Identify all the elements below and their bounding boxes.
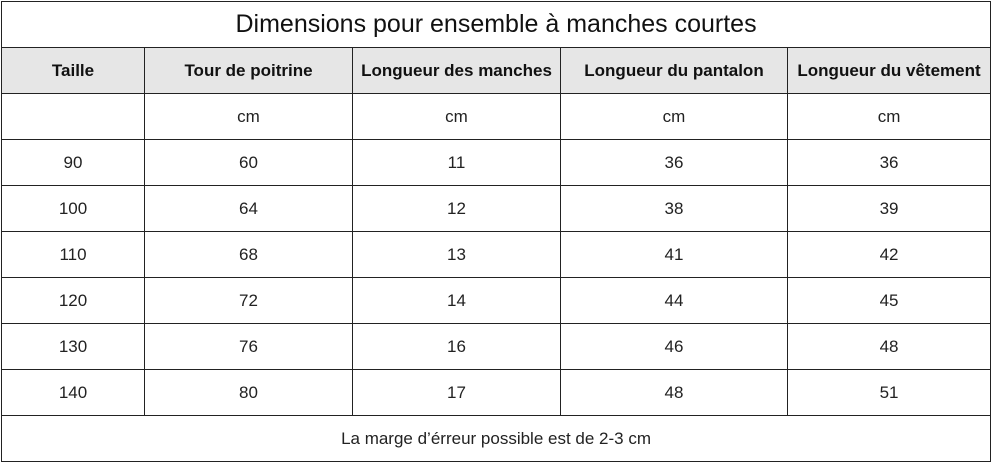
table-cell: 16 — [352, 323, 561, 370]
table-row: 140 80 17 48 51 — [1, 369, 991, 416]
header-row: Taille Tour de poitrine Longueur des man… — [1, 47, 991, 94]
unit-cell — [1, 93, 145, 140]
unit-cell: cm — [144, 93, 353, 140]
table-cell: 39 — [786, 185, 991, 232]
table-cell: 130 — [1, 323, 145, 370]
header-tour-de-poitrine: Tour de poitrine — [144, 47, 353, 94]
table-cell: 12 — [352, 185, 561, 232]
table-cell: 68 — [144, 231, 353, 278]
footer-row: La marge d’érreur possible est de 2-3 cm — [0, 415, 991, 462]
table-cell: 51 — [786, 369, 991, 416]
table-cell: 48 — [560, 369, 788, 416]
table-row: 130 76 16 46 48 — [1, 323, 991, 370]
header-longueur-pantalon: Longueur du pantalon — [560, 47, 788, 94]
table-cell: 64 — [144, 185, 353, 232]
units-row: cm cm cm cm — [1, 93, 991, 140]
table-row: 90 60 11 36 36 — [1, 139, 991, 186]
table-cell: 90 — [1, 139, 145, 186]
table-cell: 42 — [786, 231, 991, 278]
table-cell: 17 — [352, 369, 561, 416]
table-row: 100 64 12 38 39 — [1, 185, 991, 232]
table-cell: 100 — [1, 185, 145, 232]
table-cell: 14 — [352, 277, 561, 324]
table-cell: 110 — [1, 231, 145, 278]
table-row: 110 68 13 41 42 — [1, 231, 991, 278]
table-cell: 72 — [144, 277, 353, 324]
table-cell: 38 — [560, 185, 788, 232]
table-cell: 13 — [352, 231, 561, 278]
unit-cell: cm — [560, 93, 788, 140]
table-cell: 44 — [560, 277, 788, 324]
title-row: Dimensions pour ensemble à manches court… — [0, 1, 991, 48]
table-cell: 48 — [786, 323, 991, 370]
table-cell: 36 — [560, 139, 788, 186]
table-cell: 80 — [144, 369, 353, 416]
tolerance-note: La marge d’érreur possible est de 2-3 cm — [0, 415, 991, 462]
table-cell: 11 — [352, 139, 561, 186]
table-row: 120 72 14 44 45 — [1, 277, 991, 324]
table-cell: 120 — [1, 277, 145, 324]
table-cell: 46 — [560, 323, 788, 370]
table-cell: 76 — [144, 323, 353, 370]
table-cell: 36 — [786, 139, 991, 186]
unit-cell: cm — [786, 93, 991, 140]
unit-cell: cm — [352, 93, 561, 140]
header-longueur-vetement: Longueur du vêtement — [786, 47, 991, 94]
table-cell: 60 — [144, 139, 353, 186]
table-cell: 41 — [560, 231, 788, 278]
table-cell: 140 — [1, 369, 145, 416]
table-cell: 45 — [786, 277, 991, 324]
header-taille: Taille — [1, 47, 145, 94]
table-title: Dimensions pour ensemble à manches court… — [0, 1, 991, 48]
header-longueur-manches: Longueur des manches — [352, 47, 561, 94]
